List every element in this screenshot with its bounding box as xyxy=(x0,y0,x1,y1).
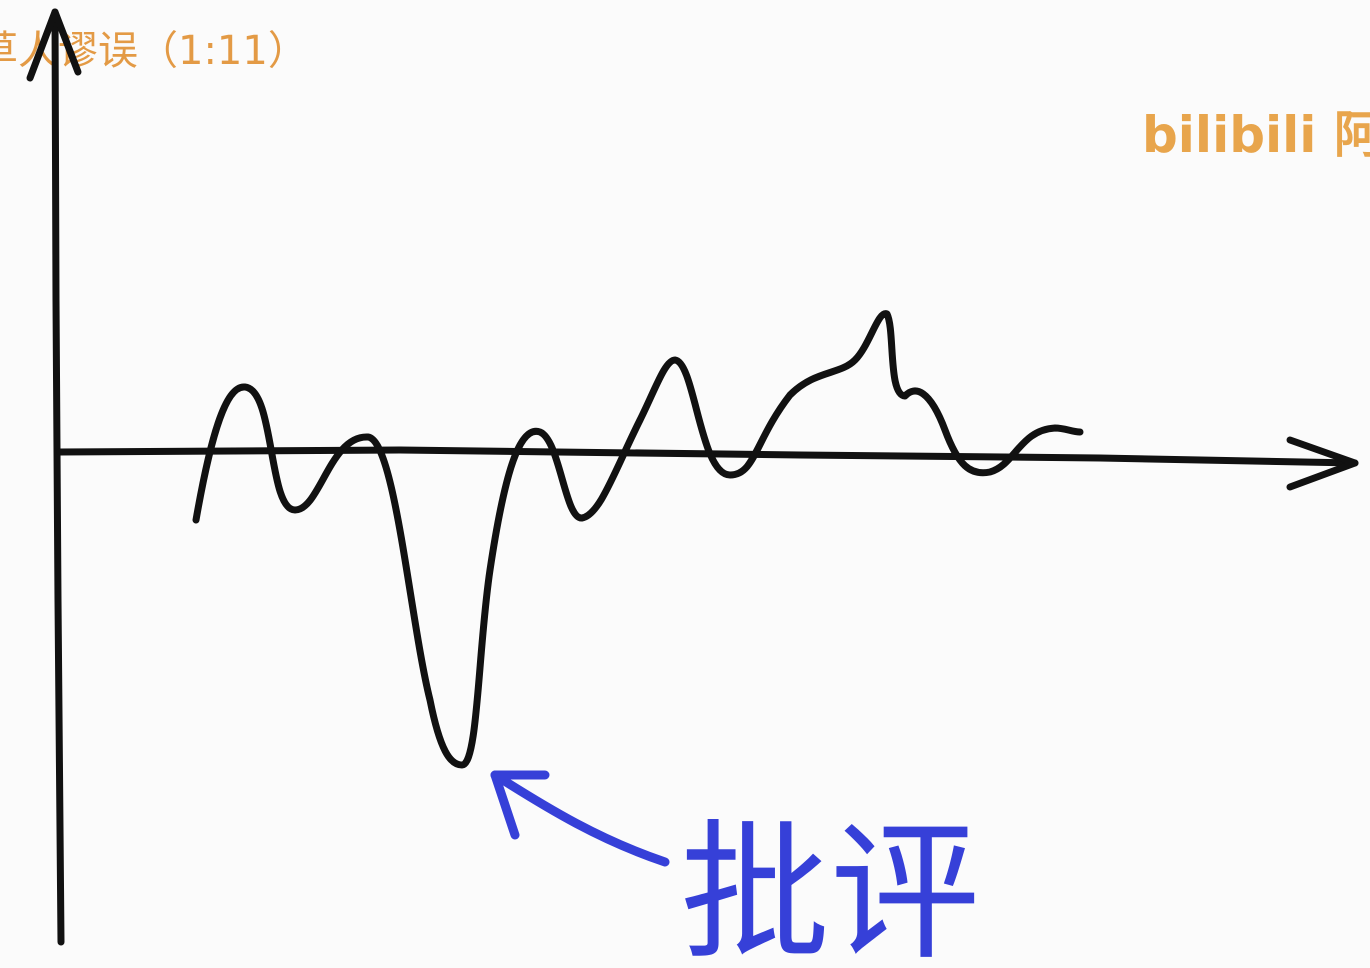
x-axis xyxy=(56,446,1359,467)
watermark: bilibili 阿 xyxy=(1142,106,1370,164)
data-curve xyxy=(192,310,1084,769)
annotation-label: 批评 xyxy=(680,807,980,968)
annotation-arrow xyxy=(490,770,670,867)
video-title: 草人谬误（1:11） xyxy=(0,28,308,74)
x-axis-arrow xyxy=(1286,436,1359,491)
y-axis xyxy=(51,8,65,946)
annotation-arrow-head xyxy=(490,770,550,840)
y-axis-arrow xyxy=(26,8,82,82)
